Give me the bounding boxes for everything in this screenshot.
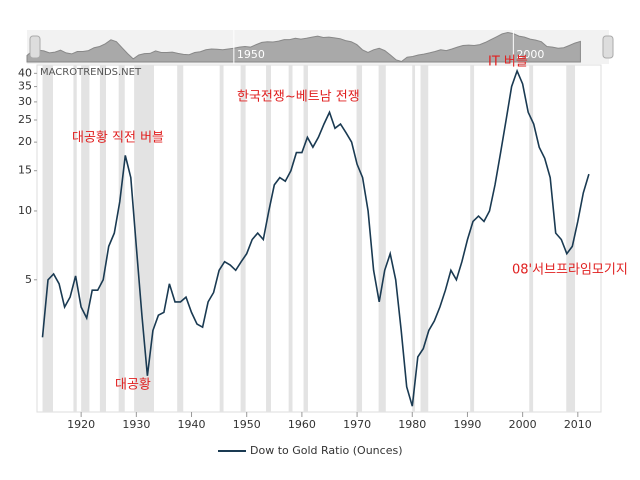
y-tick-label: 10 [18,204,32,217]
x-tick-label: 1940 [178,418,206,431]
annotation: 08'서브프라임모기지 [512,263,628,278]
legend-label[interactable]: Dow to Gold Ratio (Ounces) [250,444,403,457]
x-tick-label: 1990 [453,418,481,431]
recession-band [266,65,271,412]
series-line [41,68,590,407]
y-tick-label: 40 [18,66,32,79]
x-tick-label: 2010 [564,418,592,431]
annotation: 대공황 [115,378,151,393]
recession-band [177,65,184,412]
annotation: 한국전쟁~베트남 전쟁 [237,90,360,105]
x-tick-label: 1950 [233,418,261,431]
x-tick-label: 1920 [67,418,95,431]
navigator-handle[interactable] [602,35,614,59]
recession-band [356,65,363,412]
x-tick-label: 1980 [398,418,426,431]
y-tick-label: 15 [18,164,32,177]
recession-band [42,65,54,412]
recession-band [378,65,386,412]
recession-band [566,65,576,412]
recession-band [73,65,77,412]
annotation: IT 버블 [488,55,528,70]
recession-band [303,65,308,412]
x-tick-label: 1960 [288,418,316,431]
recession-band [288,65,293,412]
recession-band [134,65,154,412]
recession-band [81,65,90,412]
x-tick-label: 1970 [343,418,371,431]
recession-band [99,65,106,412]
recession-band [219,65,224,412]
y-tick-label: 20 [18,135,32,148]
recession-band [470,65,475,412]
navigator-area [26,31,581,63]
navigator-tick-label: 1950 [237,48,265,61]
x-tick-label: 2000 [509,418,537,431]
navigator-handle[interactable] [29,35,41,59]
plot-bg [36,64,602,413]
watermark: MACROTRENDS.NET [40,67,142,78]
x-tick-label: 1930 [122,418,150,431]
annotation: 대공황 직전 버블 [72,131,164,146]
y-tick-label: 25 [18,113,32,126]
y-tick-label: 30 [18,95,32,108]
recession-band [529,65,534,412]
y-tick-label: 35 [18,80,32,93]
recession-band [420,65,429,412]
navigator: 1950 2000 [26,30,581,64]
navigator-tick-label: 2000 [516,48,544,61]
recession-band [240,65,246,412]
recession-band [412,65,416,412]
recession-band [118,65,125,412]
y-tick-label: 5 [25,273,32,286]
